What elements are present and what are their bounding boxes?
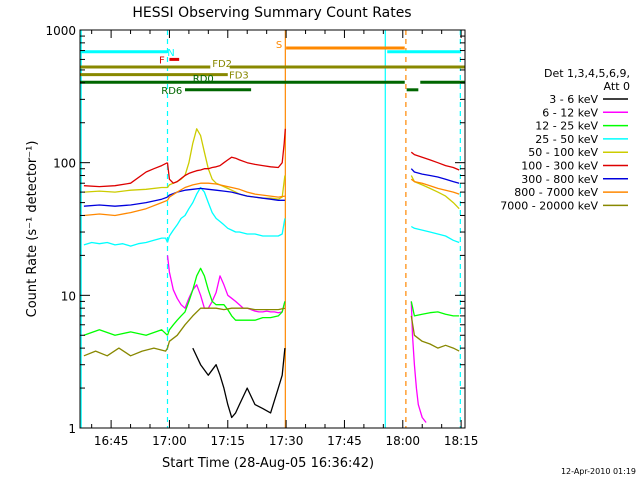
series-line-4-1 <box>166 128 286 200</box>
legend-entry-label-5: 100 - 300 keV <box>521 160 598 173</box>
flag-label-9: RD6 <box>161 86 182 97</box>
series-line-7-2 <box>410 178 460 195</box>
x-tick-label-3: 17:30 <box>269 434 304 448</box>
y-axis-label: Count Rate (s⁻¹ detector⁻¹) <box>25 141 40 318</box>
series-line-6-2 <box>410 168 460 184</box>
series-line-7-0 <box>83 199 168 217</box>
x-tick-label-6: 18:15 <box>444 434 479 448</box>
series-line-5-1 <box>166 128 286 184</box>
series-line-5-0 <box>83 162 168 188</box>
series-line-3-0 <box>83 237 169 247</box>
legend-entry-label-0: 3 - 6 keV <box>549 93 598 106</box>
series-line-2-2 <box>410 301 460 317</box>
series-line-8-0 <box>83 347 169 357</box>
legend-entry-label-7: 800 - 7000 keV <box>514 186 598 199</box>
legend-header-0: Det 1,3,4,5,6,9, <box>544 67 630 80</box>
series-line-2-0 <box>83 329 168 336</box>
flag-label-2: F <box>159 55 165 66</box>
x-axis-label: Start Time (28-Aug-05 16:36:42) <box>162 456 374 471</box>
plot-area <box>80 30 465 428</box>
series-line-4-0 <box>83 186 168 193</box>
legend-entry-label-3: 25 - 50 keV <box>535 133 598 146</box>
series-line-3-2 <box>410 225 460 244</box>
flag-label-0: N <box>167 48 174 59</box>
series-line-1-1 <box>410 301 427 423</box>
flag-label-3: S <box>276 40 282 51</box>
x-tick-labels: 16:45 17:00 17:15 17:30 17:45 18:00 18:15 <box>94 434 479 448</box>
flag-label-7: RD0 <box>193 74 214 85</box>
series-line-0-0 <box>192 347 286 419</box>
y-tick-label-2: 100 <box>53 157 76 171</box>
series-line-3-1 <box>166 186 286 243</box>
axis-ticks <box>80 29 465 429</box>
x-tick-label-4: 17:45 <box>327 434 362 448</box>
series-line-5-2 <box>410 151 460 171</box>
series-line-1-0 <box>166 255 286 314</box>
plot-frame <box>79 29 466 429</box>
y-tick-label-1: 10 <box>61 289 76 303</box>
legend-entry-label-8: 7000 - 20000 keV <box>500 199 598 212</box>
legend-entry-label-2: 12 - 25 keV <box>535 120 598 133</box>
series-line-6-0 <box>83 196 168 207</box>
legend-entry-label-4: 50 - 100 keV <box>528 146 598 159</box>
x-tick-label-1: 17:00 <box>152 434 187 448</box>
series-line-8-2 <box>410 315 460 352</box>
footer-timestamp: 12-Apr-2010 01:19 <box>561 467 636 476</box>
series-line-8-1 <box>166 307 286 349</box>
x-tick-label-0: 16:45 <box>94 434 129 448</box>
series-line-2-1 <box>166 267 286 336</box>
legend-entry-label-1: 6 - 12 keV <box>542 106 598 119</box>
y-tick-labels: 1 10 100 1000 <box>45 24 76 436</box>
x-tick-label-2: 17:15 <box>210 434 245 448</box>
flag-label-6: FD3 <box>229 71 249 82</box>
series-line-6-1 <box>167 187 285 201</box>
legend-entry-label-6: 300 - 800 keV <box>521 173 598 186</box>
y-tick-label-0: 1 <box>68 422 76 436</box>
legend-header-1: Att 0 <box>604 80 630 93</box>
series-line-7-1 <box>166 182 285 201</box>
x-tick-label-5: 18:00 <box>385 434 420 448</box>
flag-label-4: FD2 <box>212 59 232 70</box>
chart-title: HESSI Observing Summary Count Rates <box>132 5 411 21</box>
y-tick-label-3: 1000 <box>45 24 76 38</box>
